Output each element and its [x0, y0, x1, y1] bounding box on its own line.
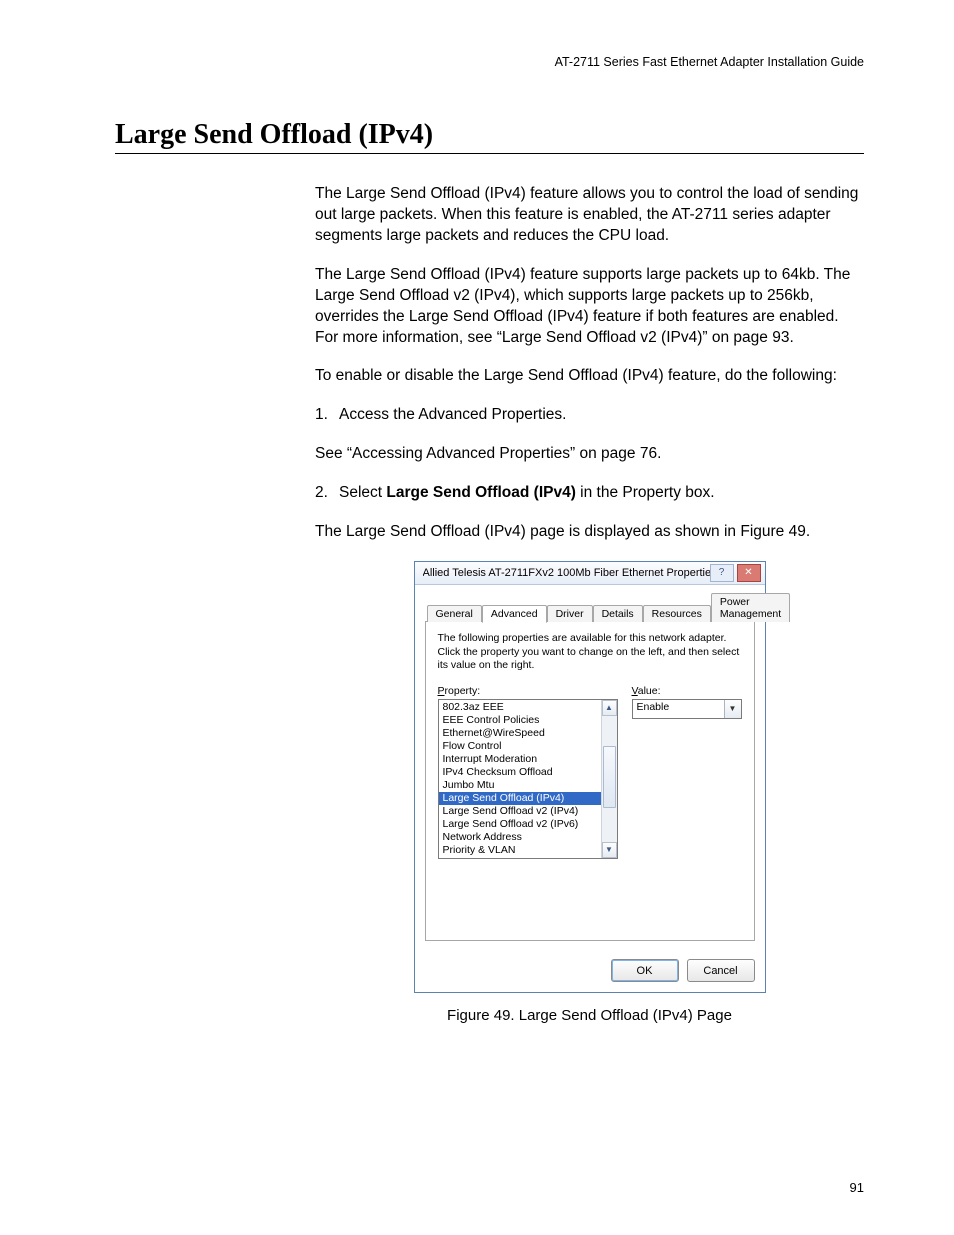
- value-label: Value:: [632, 685, 742, 697]
- figure: Allied Telesis AT-2711FXv2 100Mb Fiber E…: [315, 561, 864, 1024]
- tab-general[interactable]: General: [427, 605, 482, 622]
- property-item[interactable]: Large Send Offload v2 (IPv6): [439, 818, 601, 831]
- section-rule: [115, 153, 864, 154]
- property-item[interactable]: IPv4 Checksum Offload: [439, 766, 601, 779]
- ok-button[interactable]: OK: [611, 959, 679, 982]
- page: AT-2711 Series Fast Ethernet Adapter Ins…: [0, 0, 954, 1235]
- property-item[interactable]: Large Send Offload v2 (IPv4): [439, 805, 601, 818]
- value-label-rest: alue:: [638, 685, 661, 697]
- paragraph-2: The Large Send Offload (IPv4) feature su…: [315, 265, 864, 349]
- step-1-number: 1.: [315, 405, 339, 426]
- tab-advanced[interactable]: Advanced: [482, 605, 547, 623]
- step-2-sub: The Large Send Offload (IPv4) page is di…: [315, 522, 864, 543]
- figure-caption: Figure 49. Large Send Offload (IPv4) Pag…: [315, 1007, 864, 1024]
- step-2-text: Select Large Send Offload (IPv4) in the …: [339, 483, 864, 504]
- step-1-sub: See “Accessing Advanced Properties” on p…: [315, 444, 864, 465]
- tab-power-management[interactable]: Power Management: [711, 593, 790, 622]
- property-item[interactable]: Network Address: [439, 831, 601, 844]
- property-item[interactable]: Large Send Offload (IPv4): [439, 792, 601, 805]
- dialog-title: Allied Telesis AT-2711FXv2 100Mb Fiber E…: [423, 567, 710, 579]
- step-2-number: 2.: [315, 483, 339, 504]
- value-selected: Enable: [633, 700, 724, 718]
- scroll-thumb[interactable]: [603, 746, 616, 808]
- scroll-up-button[interactable]: ▲: [602, 700, 617, 716]
- tab-driver[interactable]: Driver: [547, 605, 593, 622]
- scroll-down-button[interactable]: ▼: [602, 842, 617, 858]
- step-1: 1. Access the Advanced Properties.: [315, 405, 864, 426]
- panel-row: Property: 802.3az EEEEEE Control Policie…: [438, 685, 742, 859]
- scroll-track[interactable]: [602, 716, 617, 842]
- tab-resources[interactable]: Resources: [643, 605, 711, 622]
- step-2: 2. Select Large Send Offload (IPv4) in t…: [315, 483, 864, 504]
- body-column: The Large Send Offload (IPv4) feature al…: [315, 184, 864, 543]
- property-label-rest: roperty:: [445, 685, 481, 697]
- tab-panel-advanced: The following properties are available f…: [425, 621, 755, 941]
- close-button[interactable]: ✕: [737, 564, 761, 582]
- titlebar-buttons: ? ✕: [710, 564, 761, 582]
- property-item[interactable]: Flow Control: [439, 740, 601, 753]
- section-title: Large Send Offload (IPv4): [115, 119, 864, 151]
- property-item[interactable]: Interrupt Moderation: [439, 753, 601, 766]
- dropdown-arrow-icon[interactable]: ▼: [724, 700, 741, 718]
- property-item[interactable]: Ethernet@WireSpeed: [439, 727, 601, 740]
- step-2-post: in the Property box.: [576, 484, 715, 501]
- property-listbox[interactable]: 802.3az EEEEEE Control PoliciesEthernet@…: [438, 699, 618, 859]
- paragraph-3: To enable or disable the Large Send Offl…: [315, 366, 864, 387]
- property-item[interactable]: Receive Side Scaling: [439, 857, 601, 858]
- value-column: Value: Enable ▼: [632, 685, 742, 859]
- property-label-accel: P: [438, 685, 445, 697]
- property-item[interactable]: 802.3az EEE: [439, 701, 601, 714]
- value-select[interactable]: Enable ▼: [632, 699, 742, 719]
- property-item[interactable]: Jumbo Mtu: [439, 779, 601, 792]
- listbox-scrollbar[interactable]: ▲ ▼: [601, 700, 617, 858]
- page-number: 91: [850, 1180, 864, 1195]
- paragraph-1: The Large Send Offload (IPv4) feature al…: [315, 184, 864, 247]
- dialog-body: General Advanced Driver Details Resource…: [415, 585, 765, 951]
- help-button[interactable]: ?: [710, 564, 734, 582]
- property-label: Property:: [438, 685, 618, 697]
- step-1-text: Access the Advanced Properties.: [339, 405, 864, 426]
- running-header: AT-2711 Series Fast Ethernet Adapter Ins…: [115, 55, 864, 69]
- properties-dialog: Allied Telesis AT-2711FXv2 100Mb Fiber E…: [414, 561, 766, 993]
- panel-description: The following properties are available f…: [438, 632, 742, 673]
- tab-details[interactable]: Details: [593, 605, 643, 622]
- cancel-button[interactable]: Cancel: [687, 959, 755, 982]
- dialog-titlebar[interactable]: Allied Telesis AT-2711FXv2 100Mb Fiber E…: [415, 562, 765, 585]
- tab-strip: General Advanced Driver Details Resource…: [425, 593, 755, 622]
- property-listbox-items[interactable]: 802.3az EEEEEE Control PoliciesEthernet@…: [439, 700, 601, 858]
- step-2-pre: Select: [339, 484, 386, 501]
- dialog-button-row: OK Cancel: [415, 951, 765, 992]
- property-item[interactable]: Priority & VLAN: [439, 844, 601, 857]
- step-2-bold: Large Send Offload (IPv4): [386, 484, 575, 501]
- property-item[interactable]: EEE Control Policies: [439, 714, 601, 727]
- property-column: Property: 802.3az EEEEEE Control Policie…: [438, 685, 618, 859]
